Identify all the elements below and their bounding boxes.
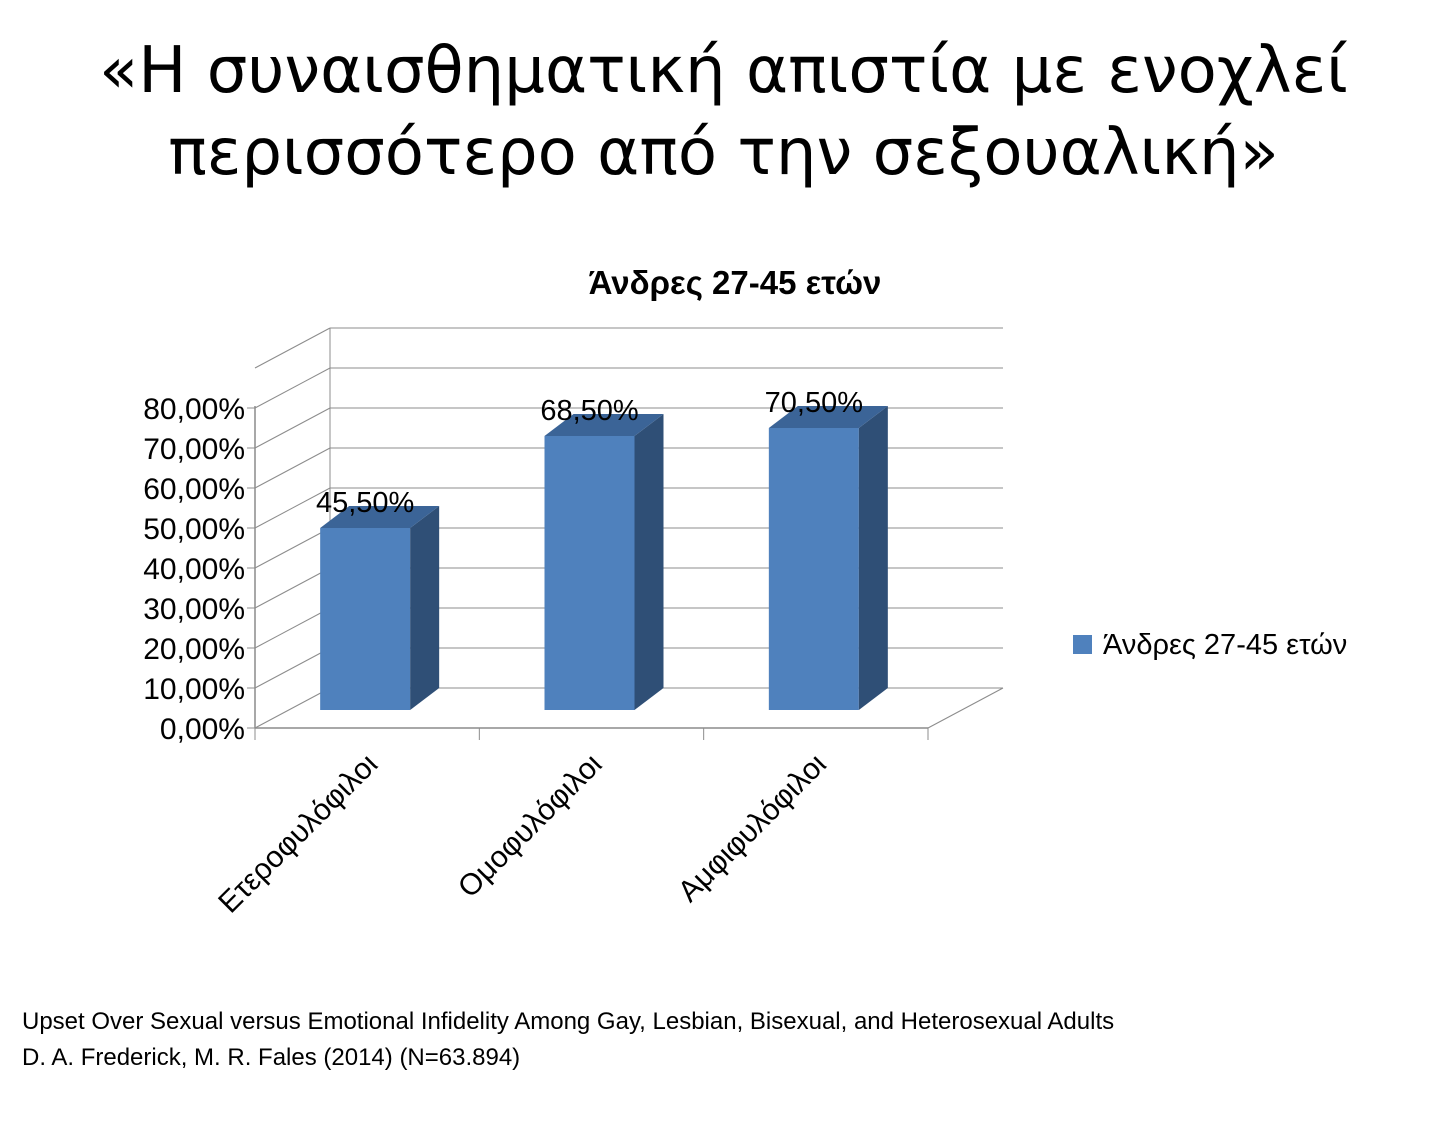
side-gridline <box>254 367 331 409</box>
side-gridline <box>254 487 331 529</box>
y-tick-label: 10,00% <box>143 673 245 706</box>
y-tick-label: 40,00% <box>143 553 245 586</box>
chart-labels: 0,00% 10,00% 20,00% 30,00% 40,00% 50,00% 60,00… <box>143 387 863 920</box>
side-gridline <box>254 607 331 649</box>
bar <box>320 506 440 710</box>
side-gridline <box>254 407 331 449</box>
chart-gridlines <box>254 327 1004 729</box>
x-tick-label: Ετεροφυλόφιλοι <box>212 748 384 920</box>
data-label: 70,50% <box>765 387 863 419</box>
y-tick-label: 0,00% <box>160 713 245 746</box>
bar-top <box>768 406 888 428</box>
chart-axes <box>247 406 929 740</box>
floor-edge <box>927 687 1004 729</box>
x-tick-label: Αμφιφυλόφιλοι <box>672 748 833 909</box>
side-gridline <box>254 447 331 489</box>
bar <box>544 414 664 710</box>
side-gridline <box>254 647 331 689</box>
chart-title: Άνδρες 27-45 ετών <box>589 264 882 301</box>
bar-top <box>544 414 664 436</box>
side-gridline <box>254 687 331 729</box>
y-tick-label: 60,00% <box>143 473 245 506</box>
source-citation: Upset Over Sexual versus Emotional Infid… <box>22 1004 1114 1076</box>
slide-title-line-1: «Η συναισθηματική απιστία με ενοχλεί <box>99 34 1348 108</box>
y-tick-label: 20,00% <box>143 633 245 666</box>
legend-label: Άνδρες 27-45 ετών <box>1103 629 1347 661</box>
source-line-2: D. A. Frederick, M. R. Fales (2014) (N=6… <box>22 1044 521 1071</box>
legend-swatch <box>1073 635 1092 654</box>
x-tick-label: Ομοφυλόφιλοι <box>452 748 609 905</box>
bar-side <box>858 406 888 710</box>
slide-title: «Η συναισθηματική απιστία με ενοχλεί περ… <box>0 30 1447 194</box>
y-tick-label: 30,00% <box>143 593 245 626</box>
bar-chart: Άνδρες 27-45 ετών 0,00% 10,00% 20,00% 30,00… <box>143 264 1347 920</box>
side-gridline <box>254 567 331 609</box>
bar <box>768 406 888 710</box>
bar-front <box>320 528 411 710</box>
bar-side <box>410 506 440 710</box>
y-tick-label: 70,00% <box>143 433 245 466</box>
bar-front <box>768 428 859 710</box>
slide-title-line-2: περισσότερο από την σεξουαλική» <box>168 116 1279 190</box>
side-gridline <box>254 527 331 569</box>
bar-front <box>544 436 635 710</box>
side-gridline <box>254 327 331 369</box>
source-line-1: Upset Over Sexual versus Emotional Infid… <box>22 1008 1115 1035</box>
y-tick-label: 50,00% <box>143 513 245 546</box>
data-label: 45,50% <box>316 487 414 519</box>
data-label: 68,50% <box>540 395 638 427</box>
chart-bars <box>320 406 888 710</box>
bar-top <box>320 506 440 528</box>
y-tick-label: 80,00% <box>143 393 245 426</box>
bar-side <box>634 414 664 710</box>
chart-legend: Άνδρες 27-45 ετών <box>1073 629 1347 661</box>
